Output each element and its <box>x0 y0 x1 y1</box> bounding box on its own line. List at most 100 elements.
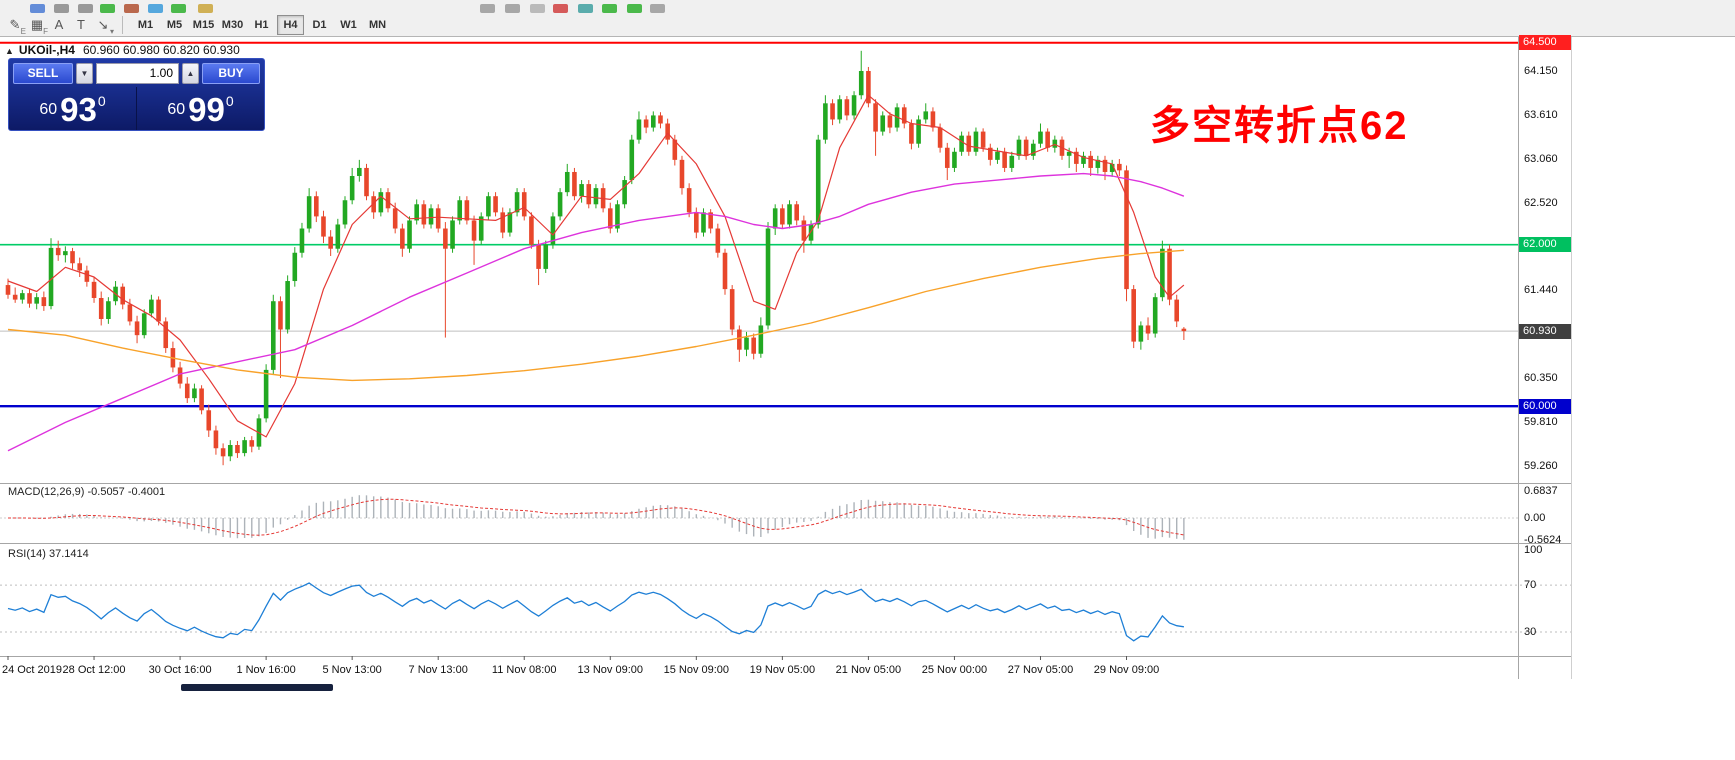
chart-title: ▲ UKOil-,H4 60.960 60.980 60.820 60.930 <box>5 43 240 57</box>
chart-draw-e-icon[interactable]: ✎ E <box>9 17 26 36</box>
rsi-scale-label: 30 <box>1524 625 1537 638</box>
volume-stepper-button[interactable]: ▲ <box>182 62 199 84</box>
symbol-period-label: UKOil-,H4 <box>18 43 75 57</box>
macd-scale-label: 0.00 <box>1524 512 1546 524</box>
timeframe-group: M1 M5 M15 M30 H1 H4 D1 W1 MN <box>131 14 392 35</box>
timeframe-button-H4[interactable]: H4 <box>277 14 304 35</box>
volume-input[interactable] <box>96 62 179 84</box>
rsi-name: RSI(14) <box>8 548 46 560</box>
clipped-icon-7[interactable] <box>171 4 186 13</box>
clipped-icon-10[interactable] <box>505 4 520 13</box>
clipped-icon-2[interactable] <box>54 4 69 13</box>
clipped-icon-6[interactable] <box>148 4 163 13</box>
trade-prices-row: 60 93 0 60 99 0 <box>9 87 264 130</box>
chart-canvas[interactable] <box>0 37 1735 760</box>
timeframe-button-MN[interactable]: MN <box>364 15 391 35</box>
macd-values: -0.5057 -0.4001 <box>87 486 166 498</box>
clipped-icon-11[interactable] <box>530 4 545 13</box>
text-annotation-icon[interactable]: A <box>54 17 64 32</box>
chart-grid-f-icon[interactable]: ▦ F <box>30 17 48 36</box>
price-scale-label: 60.350 <box>1524 371 1558 384</box>
price-scale-label: 64.150 <box>1524 65 1558 77</box>
clipped-icon-15[interactable] <box>627 4 642 13</box>
price-scale-label: 59.260 <box>1524 460 1558 472</box>
time-axis-label[interactable]: 15 Nov 09:00 <box>663 664 730 676</box>
price-scale-label: 62.520 <box>1524 196 1558 209</box>
rsi-value: 37.1414 <box>48 548 89 560</box>
timeframe-button-M1[interactable]: M1 <box>132 15 159 35</box>
trade-controls-row: SELL ▼ ▲ BUY <box>9 59 264 87</box>
one-click-trading-panel: SELL ▼ ▲ BUY 60 93 0 60 99 <box>8 58 265 131</box>
time-axis-label[interactable]: 1 Nov 16:00 <box>236 664 296 676</box>
time-axis-label[interactable]: 28 Oct 12:00 <box>62 664 126 676</box>
clipped-icon-5[interactable] <box>124 4 139 13</box>
rsi-label: RSI(14) 37.1414 <box>8 548 89 560</box>
ohlc-values: 60.960 60.980 60.820 60.930 <box>82 43 240 57</box>
macd-scale-label: -0.5624 <box>1524 534 1562 547</box>
time-axis-label[interactable]: 25 Nov 00:00 <box>921 664 988 676</box>
clipped-icon-14[interactable] <box>602 4 617 13</box>
buy-price[interactable]: 60 99 0 <box>137 87 264 130</box>
macd-label: MACD(12,26,9) -0.5057 -0.4001 <box>8 486 165 498</box>
price-scale-label: 63.060 <box>1524 153 1558 166</box>
sell-price-sup: 0 <box>97 92 106 109</box>
sell-price[interactable]: 60 93 0 <box>9 87 137 130</box>
clipped-icon-3[interactable] <box>78 4 93 13</box>
chart-area: ▲ UKOil-,H4 60.960 60.980 60.820 60.930 SE… <box>0 35 1735 760</box>
time-axis-label[interactable]: 5 Nov 13:00 <box>322 664 382 676</box>
volume-dropdown-button[interactable]: ▼ <box>76 62 93 84</box>
time-axis-label[interactable]: 13 Nov 09:00 <box>577 664 643 676</box>
time-axis-label[interactable]: 29 Nov 09:00 <box>1093 664 1160 676</box>
clipped-icon-8[interactable] <box>198 4 213 13</box>
chevron-up-icon: ▲ <box>186 68 195 78</box>
clipped-icon-1[interactable] <box>30 4 45 13</box>
time-axis-label[interactable]: 30 Oct 16:00 <box>148 664 212 676</box>
one-click-collapse-icon[interactable]: ▲ <box>5 46 14 56</box>
buy-price-sup: 0 <box>225 92 234 109</box>
timeframe-button-M30[interactable]: M30 <box>219 15 246 35</box>
clipped-icon-16[interactable] <box>650 4 665 13</box>
timeframe-button-H1[interactable]: H1 <box>248 15 275 35</box>
time-axis-label[interactable]: 27 Nov 05:00 <box>1007 664 1074 676</box>
toolbar-main: ✎ E ▦ F A T ↘ ▾ M1 M5 M15 M30 H1 H4 D1 W1 MN <box>0 13 1735 37</box>
timeframe-button-W1[interactable]: W1 <box>335 15 362 35</box>
macd-scale-label: 0.6837 <box>1524 484 1558 497</box>
buy-button[interactable]: BUY <box>202 62 260 84</box>
toolbar-clipped-row <box>0 0 1735 13</box>
price-scale-label: 63.610 <box>1524 108 1558 121</box>
sell-price-small: 60 <box>39 100 58 118</box>
time-axis-label[interactable]: 21 Nov 05:00 <box>835 664 902 676</box>
time-axis-label[interactable]: 7 Nov 13:00 <box>408 664 468 676</box>
arrow-objects-icon[interactable]: ↘ ▾ <box>97 17 114 36</box>
macd-name: MACD(12,26,9) <box>8 486 85 498</box>
timeframe-button-M5[interactable]: M5 <box>161 15 188 35</box>
clipped-icon-4[interactable] <box>100 4 115 13</box>
time-axis-label[interactable]: 19 Nov 05:00 <box>749 664 816 676</box>
timeframe-button-D1[interactable]: D1 <box>306 15 333 35</box>
time-axis-label[interactable]: 11 Nov 08:00 <box>491 664 557 676</box>
price-tag-60.930: 60.930 <box>1519 323 1571 339</box>
price-tag-62.000: 62.000 <box>1519 237 1571 253</box>
price-scale-label: 59.810 <box>1524 415 1558 428</box>
clipped-icon-9[interactable] <box>480 4 495 13</box>
time-axis-label[interactable]: 24 Oct 2019 <box>2 664 62 676</box>
price-scale-label: 61.440 <box>1524 283 1558 296</box>
clipped-icon-12[interactable] <box>553 4 568 13</box>
drawing-tools-group: ✎ E ▦ F A T ↘ ▾ <box>4 15 114 36</box>
buy-price-big: 99 <box>188 91 225 128</box>
timeframe-button-M15[interactable]: M15 <box>190 15 217 35</box>
sell-button[interactable]: SELL <box>13 62 73 84</box>
chevron-down-icon: ▼ <box>80 68 89 78</box>
buy-price-small: 60 <box>167 100 186 118</box>
rsi-scale-label: 100 <box>1524 544 1543 556</box>
clipped-icon-13[interactable] <box>578 4 593 13</box>
rsi-scale-label: 70 <box>1524 579 1537 592</box>
sell-price-big: 93 <box>60 91 97 128</box>
bottom-dark-strip <box>181 684 333 691</box>
chart-annotation-text[interactable]: 多空转折点62 <box>1150 104 1409 148</box>
price-tag-60.000: 60.000 <box>1519 398 1571 414</box>
price-tag-64.500: 64.500 <box>1519 35 1571 51</box>
textbox-tool-icon[interactable]: T <box>77 17 85 32</box>
toolbar-separator <box>122 15 123 34</box>
